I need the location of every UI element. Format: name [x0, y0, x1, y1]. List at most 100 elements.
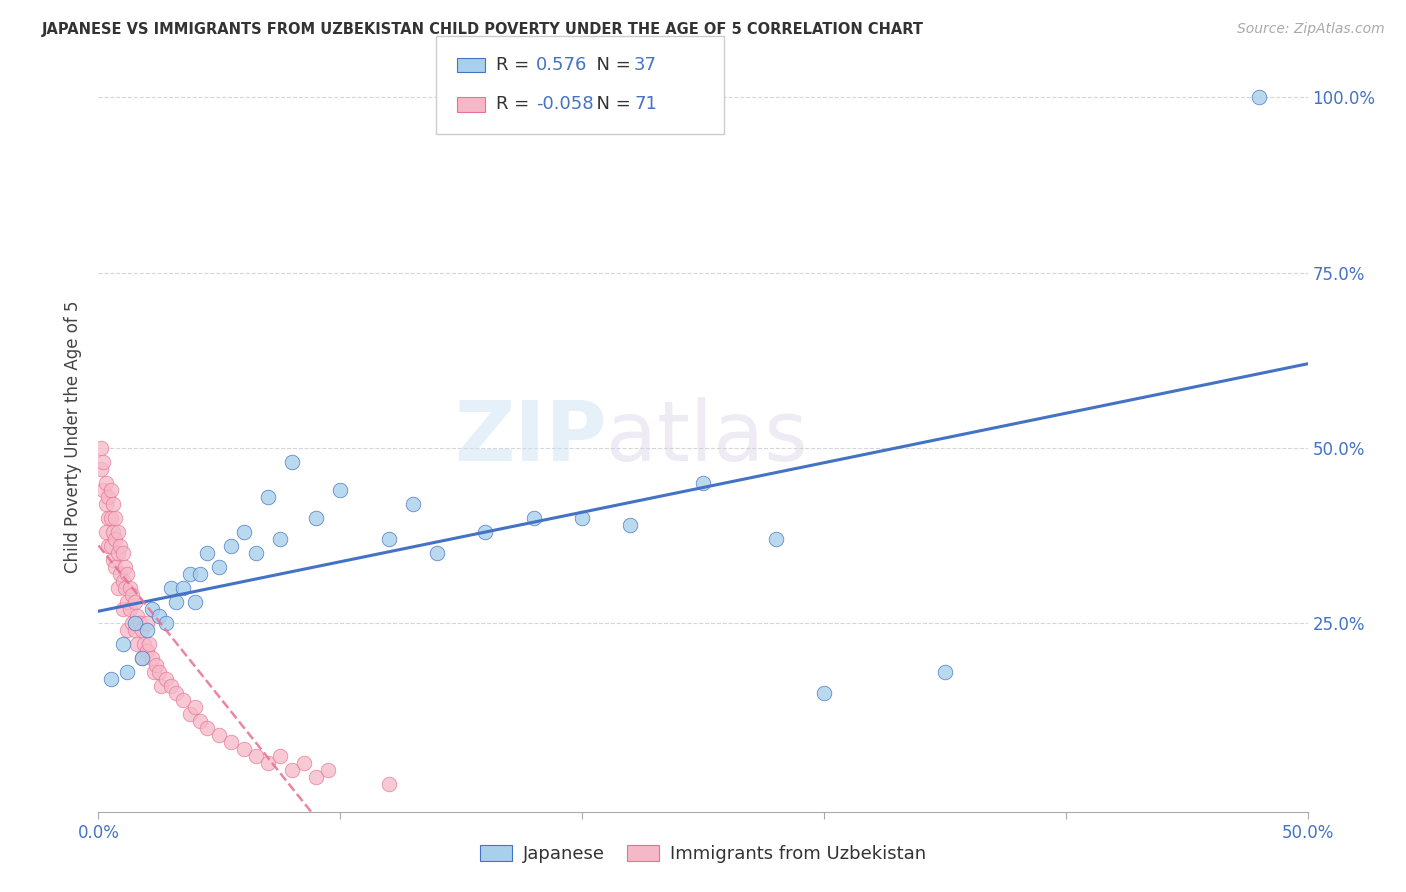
Point	[571, 510, 593, 524]
Point	[256, 490, 278, 504]
Point	[188, 566, 211, 581]
Point	[100, 672, 122, 686]
Point	[305, 510, 328, 524]
Point	[107, 524, 129, 539]
Text: N =: N =	[585, 56, 637, 74]
Point	[135, 615, 157, 630]
Point	[208, 728, 231, 742]
Point	[148, 665, 170, 679]
Point	[124, 615, 146, 630]
Point	[160, 581, 183, 595]
Point	[165, 686, 187, 700]
Point	[118, 601, 141, 615]
Point	[101, 524, 124, 539]
Point	[117, 665, 139, 679]
Legend: Japanese, Immigrants from Uzbekistan: Japanese, Immigrants from Uzbekistan	[472, 838, 934, 870]
Y-axis label: Child Poverty Under the Age of 5: Child Poverty Under the Age of 5	[65, 301, 83, 574]
Point	[100, 539, 122, 553]
Point	[179, 566, 201, 581]
Point	[426, 546, 449, 560]
Point	[118, 581, 141, 595]
Point	[195, 721, 218, 735]
Text: atlas: atlas	[606, 397, 808, 477]
Point	[165, 594, 187, 608]
Point	[523, 510, 546, 524]
Point	[117, 623, 139, 637]
Point	[148, 608, 170, 623]
Point	[172, 692, 194, 706]
Point	[145, 657, 167, 672]
Point	[195, 546, 218, 560]
Point	[188, 714, 211, 728]
Point	[124, 594, 146, 608]
Point	[221, 734, 243, 748]
Point	[155, 672, 177, 686]
Point	[138, 637, 160, 651]
Point	[111, 637, 134, 651]
Point	[184, 699, 207, 714]
Point	[232, 741, 254, 756]
Text: -0.058: -0.058	[536, 95, 593, 113]
Point	[692, 475, 714, 490]
Point	[141, 650, 163, 665]
Point	[111, 574, 134, 588]
Point	[474, 524, 496, 539]
Point	[305, 770, 328, 784]
Point	[107, 581, 129, 595]
Point	[108, 539, 131, 553]
Point	[97, 490, 120, 504]
Point	[232, 524, 254, 539]
Point	[329, 483, 352, 497]
Point	[377, 777, 399, 791]
Point	[124, 623, 146, 637]
Text: R =: R =	[496, 95, 536, 113]
Point	[100, 510, 122, 524]
Point	[141, 601, 163, 615]
Point	[117, 566, 139, 581]
Point	[94, 475, 117, 490]
Point	[245, 748, 267, 763]
Point	[121, 615, 143, 630]
Point	[107, 546, 129, 560]
Point	[104, 559, 127, 574]
Point	[619, 517, 641, 532]
Point	[316, 763, 339, 777]
Point	[134, 637, 156, 651]
Point	[172, 581, 194, 595]
Point	[100, 483, 122, 497]
Point	[94, 497, 117, 511]
Text: JAPANESE VS IMMIGRANTS FROM UZBEKISTAN CHILD POVERTY UNDER THE AGE OF 5 CORRELAT: JAPANESE VS IMMIGRANTS FROM UZBEKISTAN C…	[42, 22, 924, 37]
Point	[208, 559, 231, 574]
Point	[90, 441, 112, 455]
Point	[143, 665, 166, 679]
Point	[114, 581, 136, 595]
Point	[813, 686, 835, 700]
Point	[155, 615, 177, 630]
Text: 71: 71	[634, 95, 657, 113]
Point	[934, 665, 956, 679]
Point	[256, 756, 278, 770]
Text: ZIP: ZIP	[454, 397, 606, 477]
Point	[108, 566, 131, 581]
Point	[135, 643, 157, 657]
Point	[91, 483, 114, 497]
Point	[131, 623, 153, 637]
Point	[97, 510, 120, 524]
Point	[128, 615, 150, 630]
Point	[104, 510, 127, 524]
Point	[131, 650, 153, 665]
Point	[90, 461, 112, 475]
Point	[121, 588, 143, 602]
Point	[184, 594, 207, 608]
Text: R =: R =	[496, 56, 536, 74]
Text: N =: N =	[585, 95, 637, 113]
Point	[135, 623, 157, 637]
Point	[179, 706, 201, 721]
Text: 37: 37	[634, 56, 657, 74]
Point	[127, 608, 149, 623]
Point	[101, 497, 124, 511]
Text: 0.576: 0.576	[536, 56, 588, 74]
Point	[104, 532, 127, 546]
Point	[111, 601, 134, 615]
Point	[292, 756, 315, 770]
